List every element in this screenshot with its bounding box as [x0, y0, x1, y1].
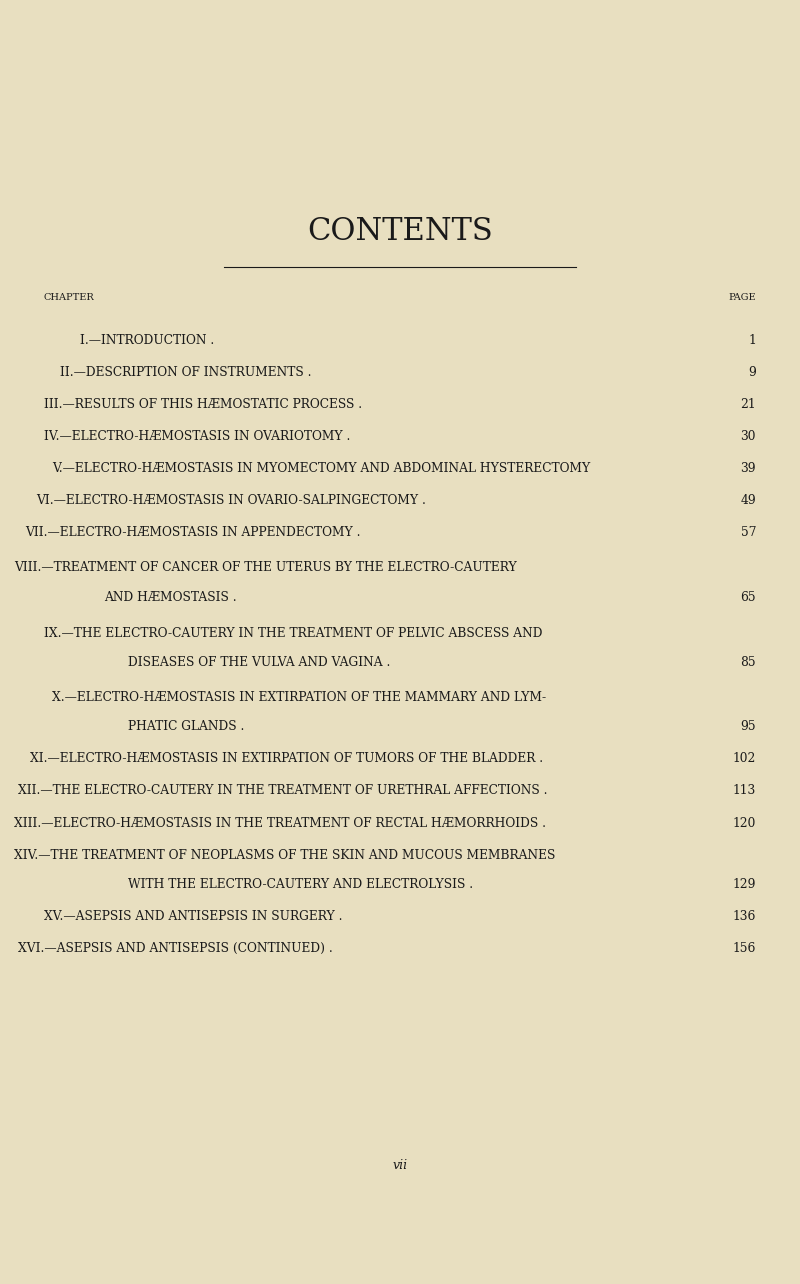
Text: PHATIC GLANDS .: PHATIC GLANDS .: [128, 720, 244, 733]
Text: CHAPTER: CHAPTER: [44, 293, 94, 303]
Text: 120: 120: [733, 817, 756, 829]
Text: XIII.—ELECTRO-HÆMOSTASIS IN THE TREATMENT OF RECTAL HÆMORRHOIDS .: XIII.—ELECTRO-HÆMOSTASIS IN THE TREATMEN…: [14, 817, 546, 829]
Text: 9: 9: [748, 366, 756, 379]
Text: CONTENTS: CONTENTS: [307, 216, 493, 247]
Text: VIII.—TREATMENT OF CANCER OF THE UTERUS BY THE ELECTRO-CAUTERY: VIII.—TREATMENT OF CANCER OF THE UTERUS …: [14, 561, 517, 574]
Text: 102: 102: [733, 752, 756, 765]
Text: 21: 21: [740, 398, 756, 411]
Text: 49: 49: [740, 494, 756, 507]
Text: 65: 65: [740, 591, 756, 603]
Text: XII.—THE ELECTRO-CAUTERY IN THE TREATMENT OF URETHRAL AFFECTIONS .: XII.—THE ELECTRO-CAUTERY IN THE TREATMEN…: [18, 785, 547, 797]
Text: IX.—THE ELECTRO-CAUTERY IN THE TREATMENT OF PELVIC ABSCESS AND: IX.—THE ELECTRO-CAUTERY IN THE TREATMENT…: [44, 627, 542, 639]
Text: DISEASES OF THE VULVA AND VAGINA .: DISEASES OF THE VULVA AND VAGINA .: [128, 656, 390, 669]
Text: 113: 113: [733, 785, 756, 797]
Text: V.—ELECTRO-HÆMOSTASIS IN MYOMECTOMY AND ABDOMINAL HYSTERECTOMY: V.—ELECTRO-HÆMOSTASIS IN MYOMECTOMY AND …: [52, 462, 590, 475]
Text: 136: 136: [733, 910, 756, 923]
Text: WITH THE ELECTRO-CAUTERY AND ELECTROLYSIS .: WITH THE ELECTRO-CAUTERY AND ELECTROLYSI…: [128, 878, 473, 891]
Text: AND HÆMOSTASIS .: AND HÆMOSTASIS .: [104, 591, 237, 603]
Text: IV.—ELECTRO-HÆMOSTASIS IN OVARIOTOMY .: IV.—ELECTRO-HÆMOSTASIS IN OVARIOTOMY .: [44, 430, 350, 443]
Text: 85: 85: [740, 656, 756, 669]
Text: XIV.—THE TREATMENT OF NEOPLASMS OF THE SKIN AND MUCOUS MEMBRANES: XIV.—THE TREATMENT OF NEOPLASMS OF THE S…: [14, 849, 556, 862]
Text: II.—DESCRIPTION OF INSTRUMENTS .: II.—DESCRIPTION OF INSTRUMENTS .: [60, 366, 311, 379]
Text: 57: 57: [741, 526, 756, 539]
Text: X.—ELECTRO-HÆMOSTASIS IN EXTIRPATION OF THE MAMMARY AND LYM-: X.—ELECTRO-HÆMOSTASIS IN EXTIRPATION OF …: [52, 691, 546, 704]
Text: 30: 30: [741, 430, 756, 443]
Text: 156: 156: [733, 942, 756, 955]
Text: 1: 1: [748, 334, 756, 347]
Text: XV.—ASEPSIS AND ANTISEPSIS IN SURGERY .: XV.—ASEPSIS AND ANTISEPSIS IN SURGERY .: [44, 910, 342, 923]
Text: VI.—ELECTRO-HÆMOSTASIS IN OVARIO-SALPINGECTOMY .: VI.—ELECTRO-HÆMOSTASIS IN OVARIO-SALPING…: [36, 494, 426, 507]
Text: 129: 129: [733, 878, 756, 891]
Text: PAGE: PAGE: [728, 293, 756, 303]
Text: I.—INTRODUCTION .: I.—INTRODUCTION .: [80, 334, 214, 347]
Text: III.—RESULTS OF THIS HÆMOSTATIC PROCESS .: III.—RESULTS OF THIS HÆMOSTATIC PROCESS …: [44, 398, 362, 411]
Text: 39: 39: [740, 462, 756, 475]
Text: XI.—ELECTRO-HÆMOSTASIS IN EXTIRPATION OF TUMORS OF THE BLADDER .: XI.—ELECTRO-HÆMOSTASIS IN EXTIRPATION OF…: [30, 752, 543, 765]
Text: XVI.—ASEPSIS AND ANTISEPSIS (CONTINUED) .: XVI.—ASEPSIS AND ANTISEPSIS (CONTINUED) …: [18, 942, 332, 955]
Text: VII.—ELECTRO-HÆMOSTASIS IN APPENDECTOMY .: VII.—ELECTRO-HÆMOSTASIS IN APPENDECTOMY …: [26, 526, 361, 539]
Text: 95: 95: [740, 720, 756, 733]
Text: vii: vii: [393, 1159, 407, 1172]
